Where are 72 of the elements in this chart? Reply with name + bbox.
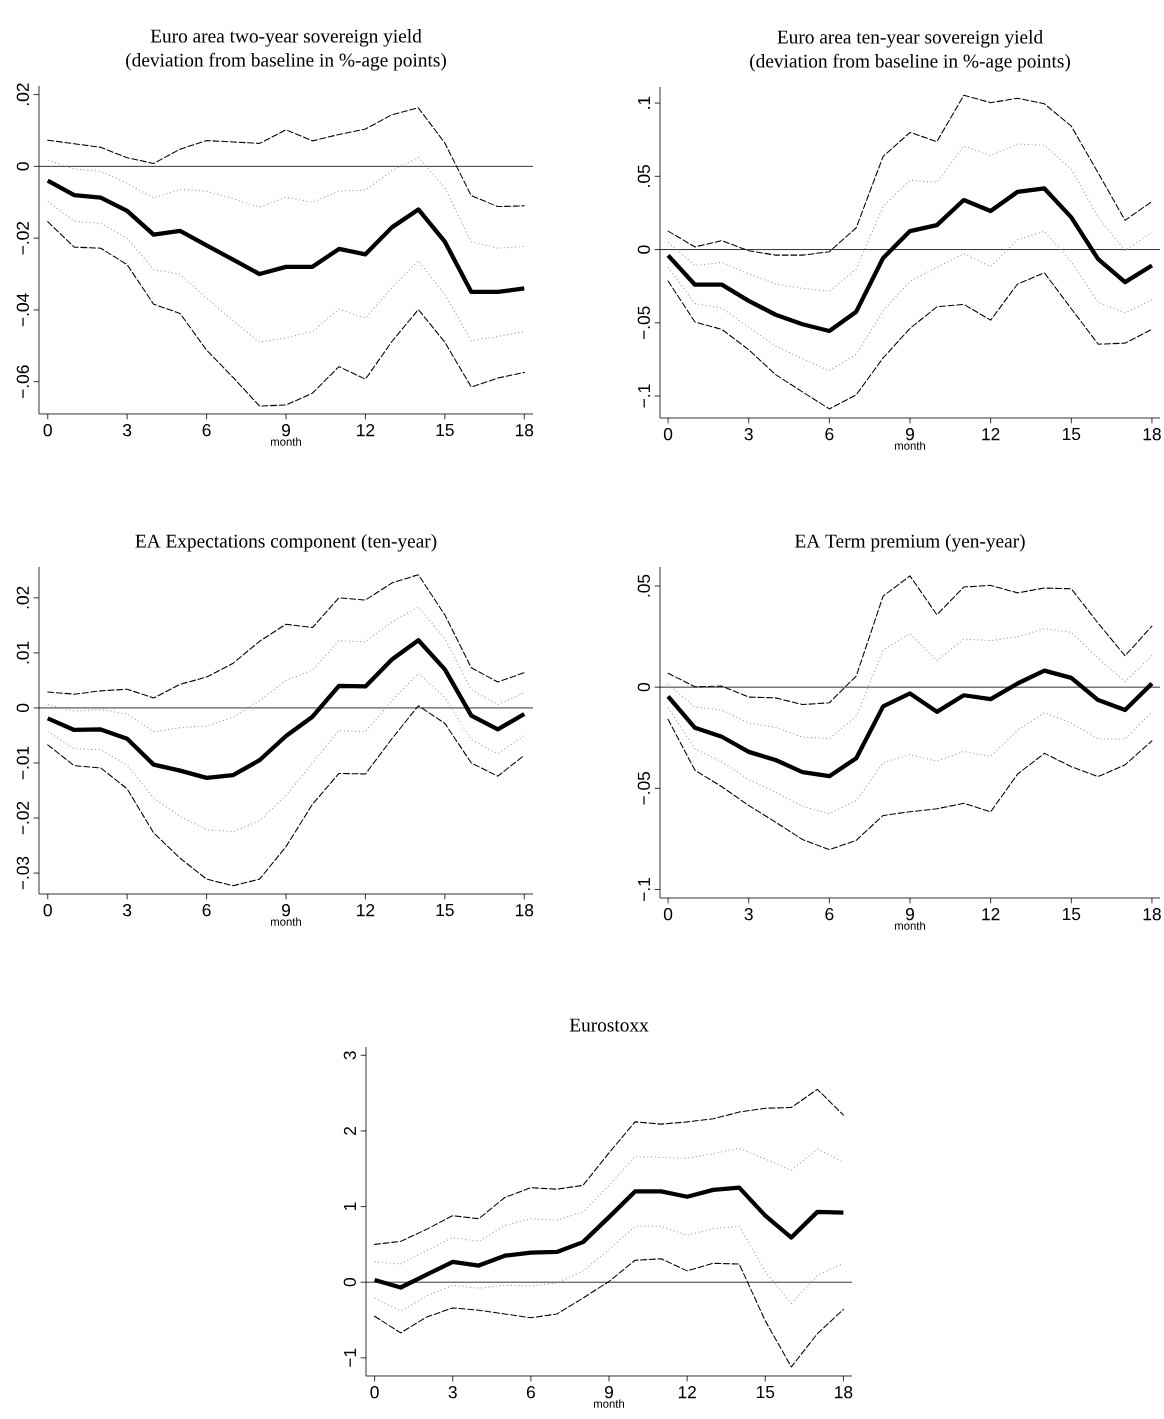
chart-subtitle: (deviation from baseline in %-age points) [126, 52, 446, 71]
y-tick-label: −.01 [16, 746, 29, 780]
x-tick-label: 12 [357, 424, 375, 437]
x-axis-title: month [271, 437, 302, 446]
y-tick-label: .02 [16, 586, 29, 609]
x-tick-label: 9 [906, 908, 915, 921]
x-tick-label: 12 [982, 428, 1000, 441]
x-tick-label: 9 [906, 428, 915, 441]
x-tick-label: 15 [436, 904, 454, 917]
x-tick-label: 18 [835, 1386, 853, 1399]
x-tick-label: 12 [982, 908, 1000, 921]
x-tick-label: 18 [1143, 908, 1161, 921]
x-axis-title: month [594, 1399, 625, 1408]
x-tick-label: 6 [202, 424, 211, 437]
x-axis-title: month [895, 921, 926, 930]
chart-title: EA Expectations component (ten-year) [135, 534, 437, 552]
y-tick-label: 3 [343, 1051, 356, 1060]
x-tick-label: 9 [282, 424, 291, 437]
chart-title: Euro area ten-year sovereign yield [777, 30, 1043, 48]
y-tick-label: −.06 [16, 365, 29, 398]
x-tick-label: 3 [123, 904, 132, 917]
x-tick-label: 15 [1062, 908, 1081, 921]
y-tick-label: −.05 [637, 306, 650, 340]
chart-title: Euro area two-year sovereign yield [150, 29, 422, 47]
x-tick-label: 12 [678, 1386, 696, 1399]
y-tick-label: 0 [16, 703, 29, 713]
x-tick-label: 0 [663, 908, 673, 921]
y-tick-label: −.02 [16, 221, 29, 255]
x-tick-label: 6 [526, 1386, 535, 1399]
y-tick-label: 2 [343, 1127, 356, 1135]
x-tick-label: 3 [448, 1386, 457, 1399]
x-tick-label: 9 [605, 1386, 614, 1399]
x-tick-label: 0 [43, 424, 52, 437]
x-tick-label: 3 [123, 424, 132, 437]
y-tick-label: 0 [637, 245, 650, 254]
y-tick-label: .02 [16, 83, 29, 106]
y-tick-label: −.02 [16, 801, 29, 835]
y-tick-label: 0 [16, 162, 29, 171]
x-tick-label: 9 [282, 904, 291, 917]
x-tick-label: 0 [370, 1386, 379, 1399]
y-tick-label: .05 [637, 165, 650, 187]
y-tick-label: −.03 [16, 856, 29, 890]
y-tick-label: −.05 [637, 771, 650, 805]
chart-title: EA Term premium (yen-year) [795, 534, 1025, 552]
x-tick-label: 12 [357, 904, 375, 917]
y-tick-label: .01 [16, 641, 29, 664]
chart-subtitle: (deviation from baseline in %-age points) [750, 53, 1070, 72]
x-tick-label: 0 [663, 428, 673, 441]
x-tick-label: 18 [515, 904, 534, 917]
y-tick-label: 0 [637, 683, 650, 692]
x-tick-label: 3 [744, 428, 753, 441]
x-tick-label: 3 [744, 908, 753, 921]
x-axis-title: month [895, 441, 926, 450]
x-axis-title: month [271, 917, 302, 926]
y-tick-label: 0 [343, 1278, 356, 1287]
y-tick-label: 1 [344, 1202, 356, 1211]
x-tick-label: 15 [756, 1386, 775, 1399]
x-tick-label: 0 [43, 904, 52, 917]
y-tick-label: −1 [344, 1348, 356, 1367]
y-tick-label: −.1 [638, 878, 650, 901]
x-tick-label: 6 [825, 428, 834, 441]
x-tick-label: 6 [202, 904, 211, 917]
y-tick-label: .1 [638, 96, 650, 109]
x-tick-label: 15 [1062, 428, 1081, 441]
x-tick-label: 15 [436, 424, 454, 437]
x-tick-label: 18 [1143, 428, 1161, 441]
y-tick-label: −.1 [638, 384, 650, 408]
x-tick-label: 6 [825, 908, 834, 921]
chart-title: Eurostoxx [569, 1018, 649, 1032]
x-tick-label: 18 [515, 424, 534, 437]
y-tick-label: −.04 [16, 293, 29, 327]
y-tick-label: .05 [637, 574, 650, 597]
